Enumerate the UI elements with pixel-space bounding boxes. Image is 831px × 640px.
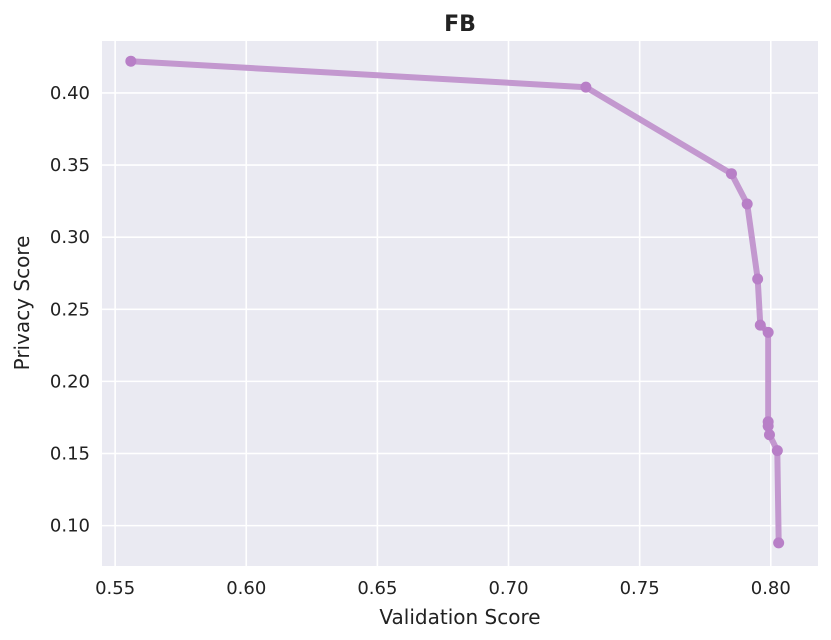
x-tick-label: 0.65 bbox=[357, 578, 397, 599]
data-point bbox=[741, 198, 753, 210]
y-tick-label: 0.40 bbox=[50, 83, 90, 104]
data-point bbox=[773, 537, 785, 549]
grid bbox=[102, 41, 818, 566]
plot-area bbox=[102, 41, 818, 566]
data-point bbox=[725, 168, 737, 180]
x-axis-ticks: 0.55 0.60 0.65 0.70 0.75 0.80 bbox=[95, 578, 791, 599]
y-tick-label: 0.20 bbox=[50, 371, 90, 392]
data-point bbox=[752, 273, 764, 285]
y-tick-label: 0.25 bbox=[50, 299, 90, 320]
y-axis-label: Privacy Score bbox=[10, 236, 34, 371]
data-point bbox=[762, 326, 774, 338]
series-layer bbox=[125, 55, 785, 549]
x-tick-label: 0.55 bbox=[95, 578, 135, 599]
x-tick-label: 0.75 bbox=[620, 578, 660, 599]
y-axis-ticks: 0.10 0.15 0.20 0.25 0.30 0.35 0.40 bbox=[50, 83, 90, 537]
y-tick-label: 0.35 bbox=[50, 155, 90, 176]
y-tick-label: 0.30 bbox=[50, 227, 90, 248]
x-tick-label: 0.80 bbox=[751, 578, 791, 599]
data-point bbox=[125, 55, 137, 67]
y-tick-label: 0.15 bbox=[50, 444, 90, 465]
x-tick-label: 0.60 bbox=[226, 578, 266, 599]
data-point bbox=[754, 319, 766, 331]
y-tick-label: 0.10 bbox=[50, 516, 90, 537]
data-point bbox=[763, 429, 775, 441]
data-point bbox=[580, 81, 592, 93]
x-axis-label: Validation Score bbox=[379, 605, 540, 629]
x-tick-label: 0.70 bbox=[488, 578, 528, 599]
chart-title: FB bbox=[444, 12, 476, 37]
data-point bbox=[762, 420, 774, 432]
data-point bbox=[771, 445, 783, 457]
